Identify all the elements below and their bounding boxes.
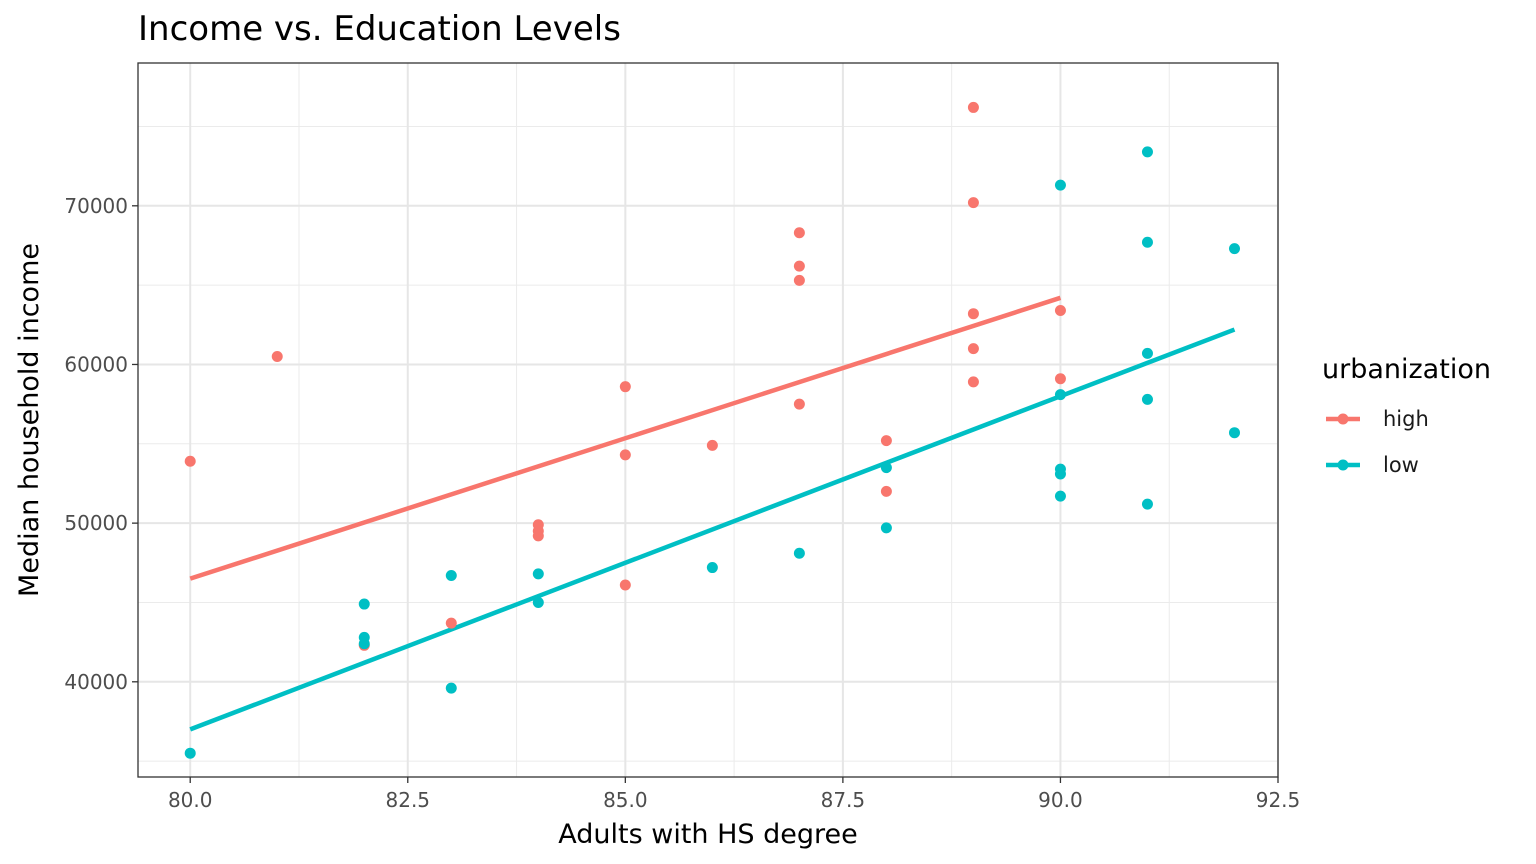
point-high (1054, 373, 1066, 385)
point-high (619, 449, 631, 461)
major-gridlines (138, 63, 1279, 777)
x-tick-label: 82.5 (386, 788, 431, 812)
x-tick-label: 80.0 (168, 788, 213, 812)
point-low (1141, 347, 1153, 359)
point-low (1141, 498, 1153, 510)
point-high (706, 439, 718, 451)
point-low (1054, 468, 1066, 480)
point-low (1054, 179, 1066, 191)
point-low (532, 568, 544, 580)
point-high (445, 617, 457, 629)
y-tick-label: 50000 (64, 511, 128, 535)
x-tick-label: 87.5 (821, 788, 866, 812)
point-high (880, 485, 892, 497)
point-high (793, 398, 805, 410)
point-low (1141, 393, 1153, 405)
point-low (532, 596, 544, 608)
x-tick-label: 92.5 (1256, 788, 1301, 812)
point-low (1054, 490, 1066, 502)
point-high (532, 530, 544, 542)
point-low (1141, 146, 1153, 158)
point-high (793, 260, 805, 272)
point-high (967, 308, 979, 320)
y-axis-title: Median household income (14, 243, 45, 597)
x-tick-label: 90.0 (1038, 788, 1083, 812)
y-tick-label: 60000 (64, 352, 128, 376)
legend-key-point-high (1337, 413, 1349, 425)
point-high (184, 455, 196, 467)
minor-gridlines (138, 63, 1278, 777)
point-high (1054, 305, 1066, 317)
point-low (880, 462, 892, 474)
point-low (793, 547, 805, 559)
point-high (793, 274, 805, 286)
point-high (619, 381, 631, 393)
y-tick-label: 70000 (64, 194, 128, 218)
legend-title: urbanization (1322, 354, 1491, 385)
point-low (445, 682, 457, 694)
plot-panel (138, 63, 1278, 777)
point-low (358, 598, 370, 610)
point-high (271, 351, 283, 363)
point-high (967, 343, 979, 355)
point-high (880, 435, 892, 447)
point-high (967, 376, 979, 388)
y-axis: 40000 50000 60000 70000 (64, 194, 138, 694)
legend-label-high: high (1383, 407, 1429, 431)
y-tick-label: 40000 (64, 670, 128, 694)
legend-key-point-low (1337, 459, 1349, 471)
point-low (358, 638, 370, 650)
x-tick-label: 85.0 (603, 788, 648, 812)
legend-label-low: low (1383, 453, 1419, 477)
point-high (619, 579, 631, 591)
trend-line-high (189, 295, 1062, 581)
point-low (1228, 243, 1240, 255)
point-high (967, 197, 979, 209)
point-low (184, 747, 196, 759)
chart-title: Income vs. Education Levels (138, 9, 621, 49)
x-axis-title: Adults with HS degree (558, 819, 858, 850)
point-low (445, 569, 457, 581)
point-high (967, 101, 979, 113)
point-low (880, 522, 892, 534)
point-low (706, 562, 718, 574)
plot-border (137, 62, 1279, 778)
point-high (793, 227, 805, 239)
point-low (1141, 236, 1153, 248)
x-axis: 80.0 82.5 85.0 87.5 90.0 92.5 (168, 777, 1300, 812)
data-points (184, 101, 1240, 759)
point-low (1054, 389, 1066, 401)
point-low (1228, 427, 1240, 439)
legend: urbanization high low (1322, 354, 1491, 477)
